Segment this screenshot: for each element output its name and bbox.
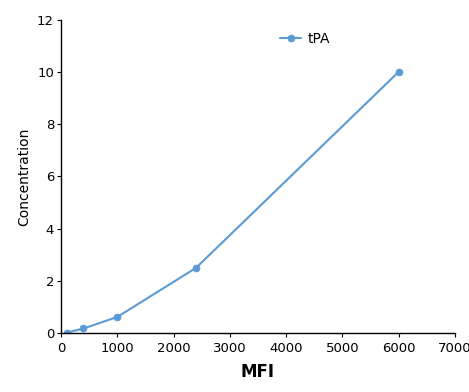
tPA (114, 315, 120, 319)
Legend: tPA: tPA (274, 27, 336, 52)
tPA (193, 265, 199, 270)
tPA (81, 326, 86, 331)
Y-axis label: Concentration: Concentration (17, 127, 31, 225)
Line: tPA: tPA (63, 68, 402, 336)
X-axis label: MFI: MFI (241, 363, 275, 381)
tPA (64, 330, 69, 335)
tPA (396, 69, 401, 74)
